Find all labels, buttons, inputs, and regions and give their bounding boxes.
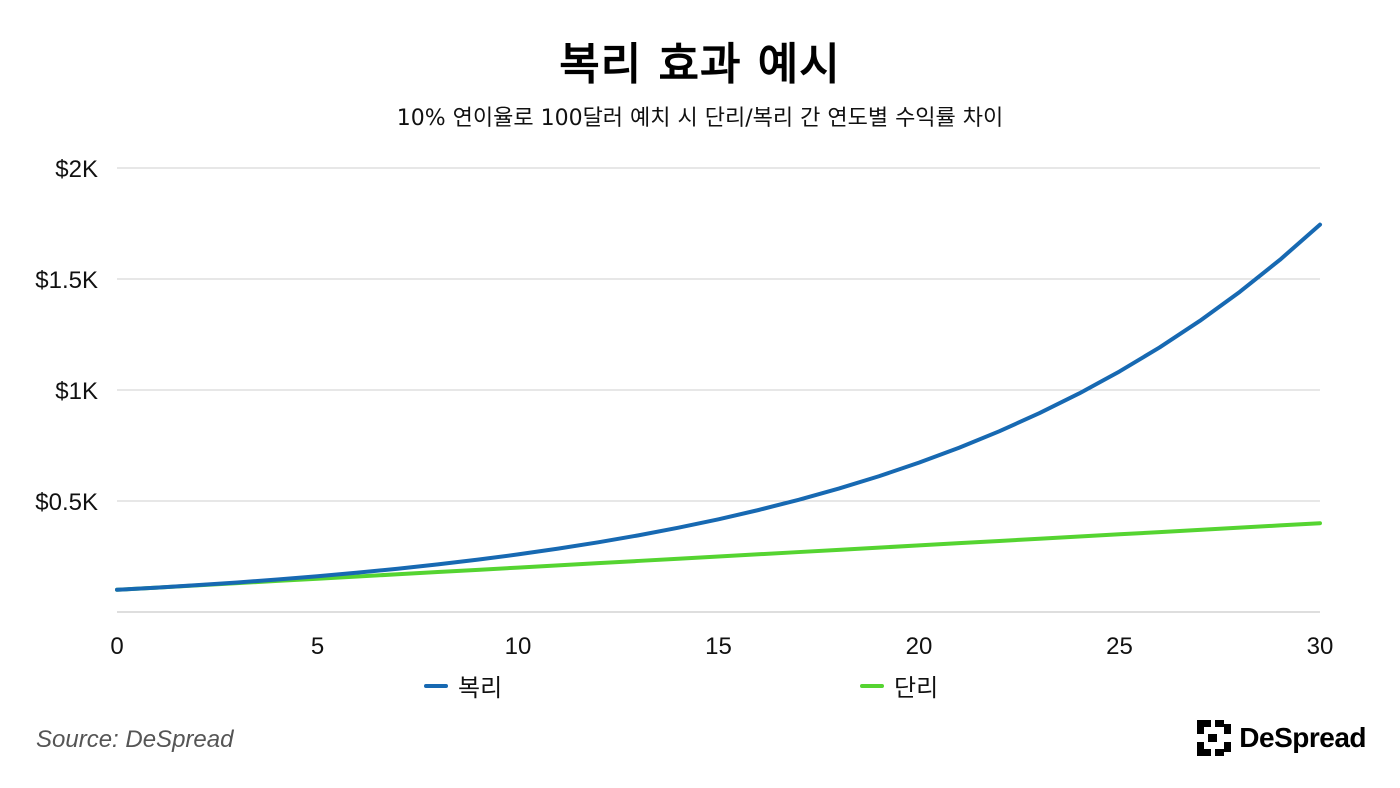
x-axis-labels: 0 5 10 15 20 25 30 bbox=[110, 633, 1333, 660]
y-tick-label-3: $2K bbox=[55, 156, 98, 183]
x-tick-label-6: 30 bbox=[1307, 633, 1334, 660]
series-line-compound bbox=[115, 222, 1322, 592]
legend-swatch-compound bbox=[424, 683, 448, 688]
legend-label-compound: 복리 bbox=[458, 674, 503, 702]
source-note: Source: DeSpread bbox=[36, 726, 234, 753]
y-tick-label-2: $1.5K bbox=[35, 267, 98, 294]
x-tick-label-1: 5 bbox=[311, 633, 324, 660]
brand: DeSpread bbox=[1197, 720, 1366, 756]
chart-title: 복리 효과 예시 bbox=[559, 39, 841, 90]
x-tick-label-0: 0 bbox=[110, 633, 123, 660]
series-line-simple bbox=[115, 521, 1322, 592]
brand-name: DeSpread bbox=[1239, 722, 1366, 753]
legend-item-compound: 복리 bbox=[424, 668, 502, 703]
x-tick-label-3: 15 bbox=[705, 633, 732, 660]
despread-logo-icon bbox=[1197, 720, 1232, 756]
y-tick-label-1: $1K bbox=[55, 378, 98, 405]
series-lines bbox=[115, 222, 1322, 592]
x-tick-label-2: 10 bbox=[505, 633, 532, 660]
y-axis-labels: $0.5K $1K $1.5K $2K bbox=[35, 156, 98, 516]
y-tick-label-0: $0.5K bbox=[35, 489, 98, 516]
legend-swatch-simple bbox=[860, 683, 884, 688]
legend-label-simple: 단리 bbox=[894, 674, 939, 702]
legend: 복리 단리 bbox=[0, 668, 1400, 704]
grid-lines bbox=[117, 167, 1320, 613]
x-tick-label-4: 20 bbox=[906, 633, 933, 660]
x-tick-label-5: 25 bbox=[1106, 633, 1133, 660]
legend-item-simple: 단리 bbox=[860, 668, 938, 703]
chart-subtitle: 10% 연이율로 100달러 예치 시 단리/복리 간 연도별 수익률 차이 bbox=[396, 106, 1004, 131]
